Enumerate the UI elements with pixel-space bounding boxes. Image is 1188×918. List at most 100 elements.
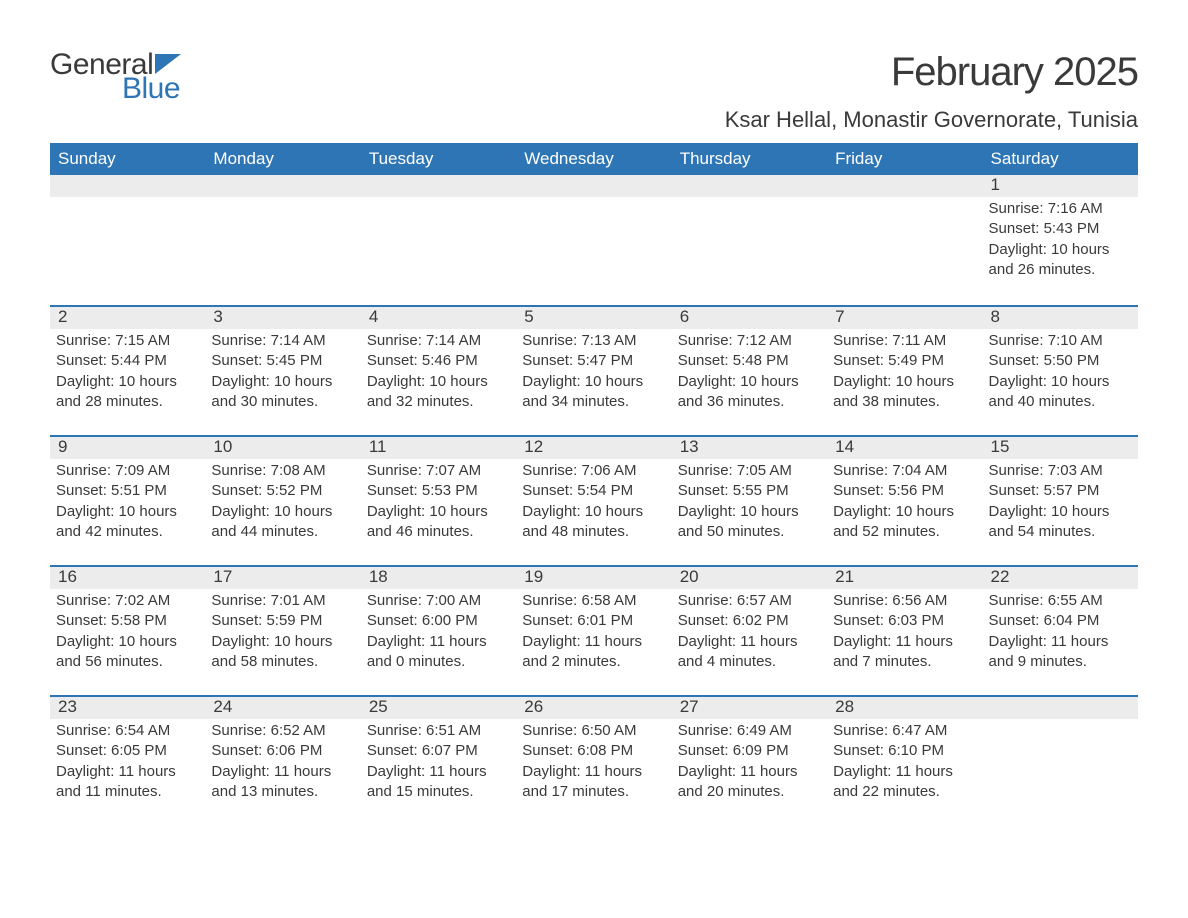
day-info-line: Sunset: 5:49 PM	[833, 351, 976, 371]
week-body-row: Sunrise: 7:09 AMSunset: 5:51 PMDaylight:…	[50, 459, 1138, 552]
day-info-line: Daylight: 11 hours and 15 minutes.	[367, 762, 510, 803]
day-cell-body	[50, 197, 205, 209]
day-cell	[672, 197, 827, 290]
week-body-row: Sunrise: 7:16 AMSunset: 5:43 PMDaylight:…	[50, 197, 1138, 290]
day-number: 16	[50, 567, 205, 589]
day-cell-body: Sunrise: 7:16 AMSunset: 5:43 PMDaylight:…	[983, 197, 1138, 290]
day-cell-body	[516, 197, 671, 209]
day-cell: Sunrise: 7:14 AMSunset: 5:45 PMDaylight:…	[205, 329, 360, 422]
day-number: 9	[50, 437, 205, 459]
day-info-line: Sunrise: 7:11 AM	[833, 331, 976, 351]
day-cell-body	[205, 197, 360, 209]
day-info-line: Daylight: 10 hours and 50 minutes.	[678, 502, 821, 543]
daynum-row: 232425262728	[50, 697, 1138, 719]
week-body-row: Sunrise: 7:02 AMSunset: 5:58 PMDaylight:…	[50, 589, 1138, 682]
day-info-line: Sunrise: 6:49 AM	[678, 721, 821, 741]
day-info-line: Sunset: 5:55 PM	[678, 481, 821, 501]
day-cell: Sunrise: 7:15 AMSunset: 5:44 PMDaylight:…	[50, 329, 205, 422]
day-cell: Sunrise: 7:04 AMSunset: 5:56 PMDaylight:…	[827, 459, 982, 552]
day-number: 8	[983, 307, 1138, 329]
day-number: 28	[827, 697, 982, 719]
week-row: 2345678Sunrise: 7:15 AMSunset: 5:44 PMDa…	[50, 305, 1138, 435]
day-header: Friday	[827, 143, 982, 175]
day-cell-body: Sunrise: 6:54 AMSunset: 6:05 PMDaylight:…	[50, 719, 205, 812]
day-cell-body: Sunrise: 7:02 AMSunset: 5:58 PMDaylight:…	[50, 589, 205, 682]
day-info-line: Daylight: 11 hours and 4 minutes.	[678, 632, 821, 673]
day-info-line: Sunrise: 6:52 AM	[211, 721, 354, 741]
day-info-line: Daylight: 10 hours and 40 minutes.	[989, 372, 1132, 413]
day-info-line: Sunset: 6:03 PM	[833, 611, 976, 631]
day-cell-body: Sunrise: 7:12 AMSunset: 5:48 PMDaylight:…	[672, 329, 827, 422]
day-info-line: Sunrise: 7:04 AM	[833, 461, 976, 481]
day-cell: Sunrise: 7:01 AMSunset: 5:59 PMDaylight:…	[205, 589, 360, 682]
day-cell-body: Sunrise: 6:47 AMSunset: 6:10 PMDaylight:…	[827, 719, 982, 812]
day-cell: Sunrise: 7:03 AMSunset: 5:57 PMDaylight:…	[983, 459, 1138, 552]
day-cell: Sunrise: 7:07 AMSunset: 5:53 PMDaylight:…	[361, 459, 516, 552]
title-block: February 2025 Ksar Hellal, Monastir Gove…	[725, 50, 1138, 133]
day-number	[516, 175, 671, 197]
day-info-line: Sunset: 5:54 PM	[522, 481, 665, 501]
day-cell: Sunrise: 6:49 AMSunset: 6:09 PMDaylight:…	[672, 719, 827, 812]
day-info-line: Sunset: 5:50 PM	[989, 351, 1132, 371]
day-info-line: Sunset: 6:04 PM	[989, 611, 1132, 631]
day-cell-body: Sunrise: 6:50 AMSunset: 6:08 PMDaylight:…	[516, 719, 671, 812]
day-cell: Sunrise: 6:52 AMSunset: 6:06 PMDaylight:…	[205, 719, 360, 812]
day-number: 11	[361, 437, 516, 459]
calendar-page: General Blue February 2025 Ksar Hellal, …	[0, 0, 1188, 918]
day-info-line: Daylight: 11 hours and 13 minutes.	[211, 762, 354, 803]
day-info-line: Sunrise: 7:01 AM	[211, 591, 354, 611]
week-row: 16171819202122Sunrise: 7:02 AMSunset: 5:…	[50, 565, 1138, 695]
day-cell-body: Sunrise: 7:07 AMSunset: 5:53 PMDaylight:…	[361, 459, 516, 552]
day-cell-body: Sunrise: 7:14 AMSunset: 5:45 PMDaylight:…	[205, 329, 360, 422]
day-info-line: Daylight: 11 hours and 2 minutes.	[522, 632, 665, 673]
day-number: 7	[827, 307, 982, 329]
logo: General Blue	[50, 50, 181, 104]
day-cell	[827, 197, 982, 290]
day-info-line: Daylight: 10 hours and 52 minutes.	[833, 502, 976, 543]
day-info-line: Sunset: 6:02 PM	[678, 611, 821, 631]
day-cell-body: Sunrise: 6:52 AMSunset: 6:06 PMDaylight:…	[205, 719, 360, 812]
day-number	[983, 697, 1138, 719]
day-cell: Sunrise: 6:51 AMSunset: 6:07 PMDaylight:…	[361, 719, 516, 812]
day-info-line: Sunset: 5:48 PM	[678, 351, 821, 371]
day-info-line: Sunrise: 6:56 AM	[833, 591, 976, 611]
day-cell: Sunrise: 7:16 AMSunset: 5:43 PMDaylight:…	[983, 197, 1138, 290]
day-info-line: Sunset: 5:46 PM	[367, 351, 510, 371]
day-info-line: Sunrise: 6:55 AM	[989, 591, 1132, 611]
day-info-line: Sunrise: 6:58 AM	[522, 591, 665, 611]
week-row: 1Sunrise: 7:16 AMSunset: 5:43 PMDaylight…	[50, 175, 1138, 305]
day-info-line: Daylight: 10 hours and 28 minutes.	[56, 372, 199, 413]
day-info-line: Sunset: 5:43 PM	[989, 219, 1132, 239]
day-cell-body: Sunrise: 7:14 AMSunset: 5:46 PMDaylight:…	[361, 329, 516, 422]
day-info-line: Sunrise: 6:54 AM	[56, 721, 199, 741]
week-row: 9101112131415Sunrise: 7:09 AMSunset: 5:5…	[50, 435, 1138, 565]
day-cell: Sunrise: 7:10 AMSunset: 5:50 PMDaylight:…	[983, 329, 1138, 422]
page-header: General Blue February 2025 Ksar Hellal, …	[50, 50, 1138, 133]
day-header: Saturday	[983, 143, 1138, 175]
day-info-line: Sunset: 6:00 PM	[367, 611, 510, 631]
day-info-line: Sunrise: 7:02 AM	[56, 591, 199, 611]
day-cell-body: Sunrise: 6:57 AMSunset: 6:02 PMDaylight:…	[672, 589, 827, 682]
day-info-line: Sunrise: 7:12 AM	[678, 331, 821, 351]
day-info-line: Daylight: 10 hours and 36 minutes.	[678, 372, 821, 413]
day-info-line: Sunset: 5:52 PM	[211, 481, 354, 501]
day-info-line: Daylight: 11 hours and 20 minutes.	[678, 762, 821, 803]
day-number	[672, 175, 827, 197]
day-cell: Sunrise: 7:00 AMSunset: 6:00 PMDaylight:…	[361, 589, 516, 682]
day-info-line: Daylight: 10 hours and 46 minutes.	[367, 502, 510, 543]
day-cell: Sunrise: 7:02 AMSunset: 5:58 PMDaylight:…	[50, 589, 205, 682]
day-cell: Sunrise: 6:58 AMSunset: 6:01 PMDaylight:…	[516, 589, 671, 682]
day-info-line: Sunrise: 7:05 AM	[678, 461, 821, 481]
day-cell-body: Sunrise: 6:55 AMSunset: 6:04 PMDaylight:…	[983, 589, 1138, 682]
day-cell: Sunrise: 7:05 AMSunset: 5:55 PMDaylight:…	[672, 459, 827, 552]
week-body-row: Sunrise: 7:15 AMSunset: 5:44 PMDaylight:…	[50, 329, 1138, 422]
day-cell: Sunrise: 6:56 AMSunset: 6:03 PMDaylight:…	[827, 589, 982, 682]
day-number: 21	[827, 567, 982, 589]
day-cell-body: Sunrise: 7:15 AMSunset: 5:44 PMDaylight:…	[50, 329, 205, 422]
day-info-line: Daylight: 11 hours and 7 minutes.	[833, 632, 976, 673]
day-info-line: Sunrise: 7:00 AM	[367, 591, 510, 611]
day-info-line: Sunset: 6:10 PM	[833, 741, 976, 761]
day-cell-body: Sunrise: 6:51 AMSunset: 6:07 PMDaylight:…	[361, 719, 516, 812]
day-number	[827, 175, 982, 197]
day-cell: Sunrise: 7:14 AMSunset: 5:46 PMDaylight:…	[361, 329, 516, 422]
